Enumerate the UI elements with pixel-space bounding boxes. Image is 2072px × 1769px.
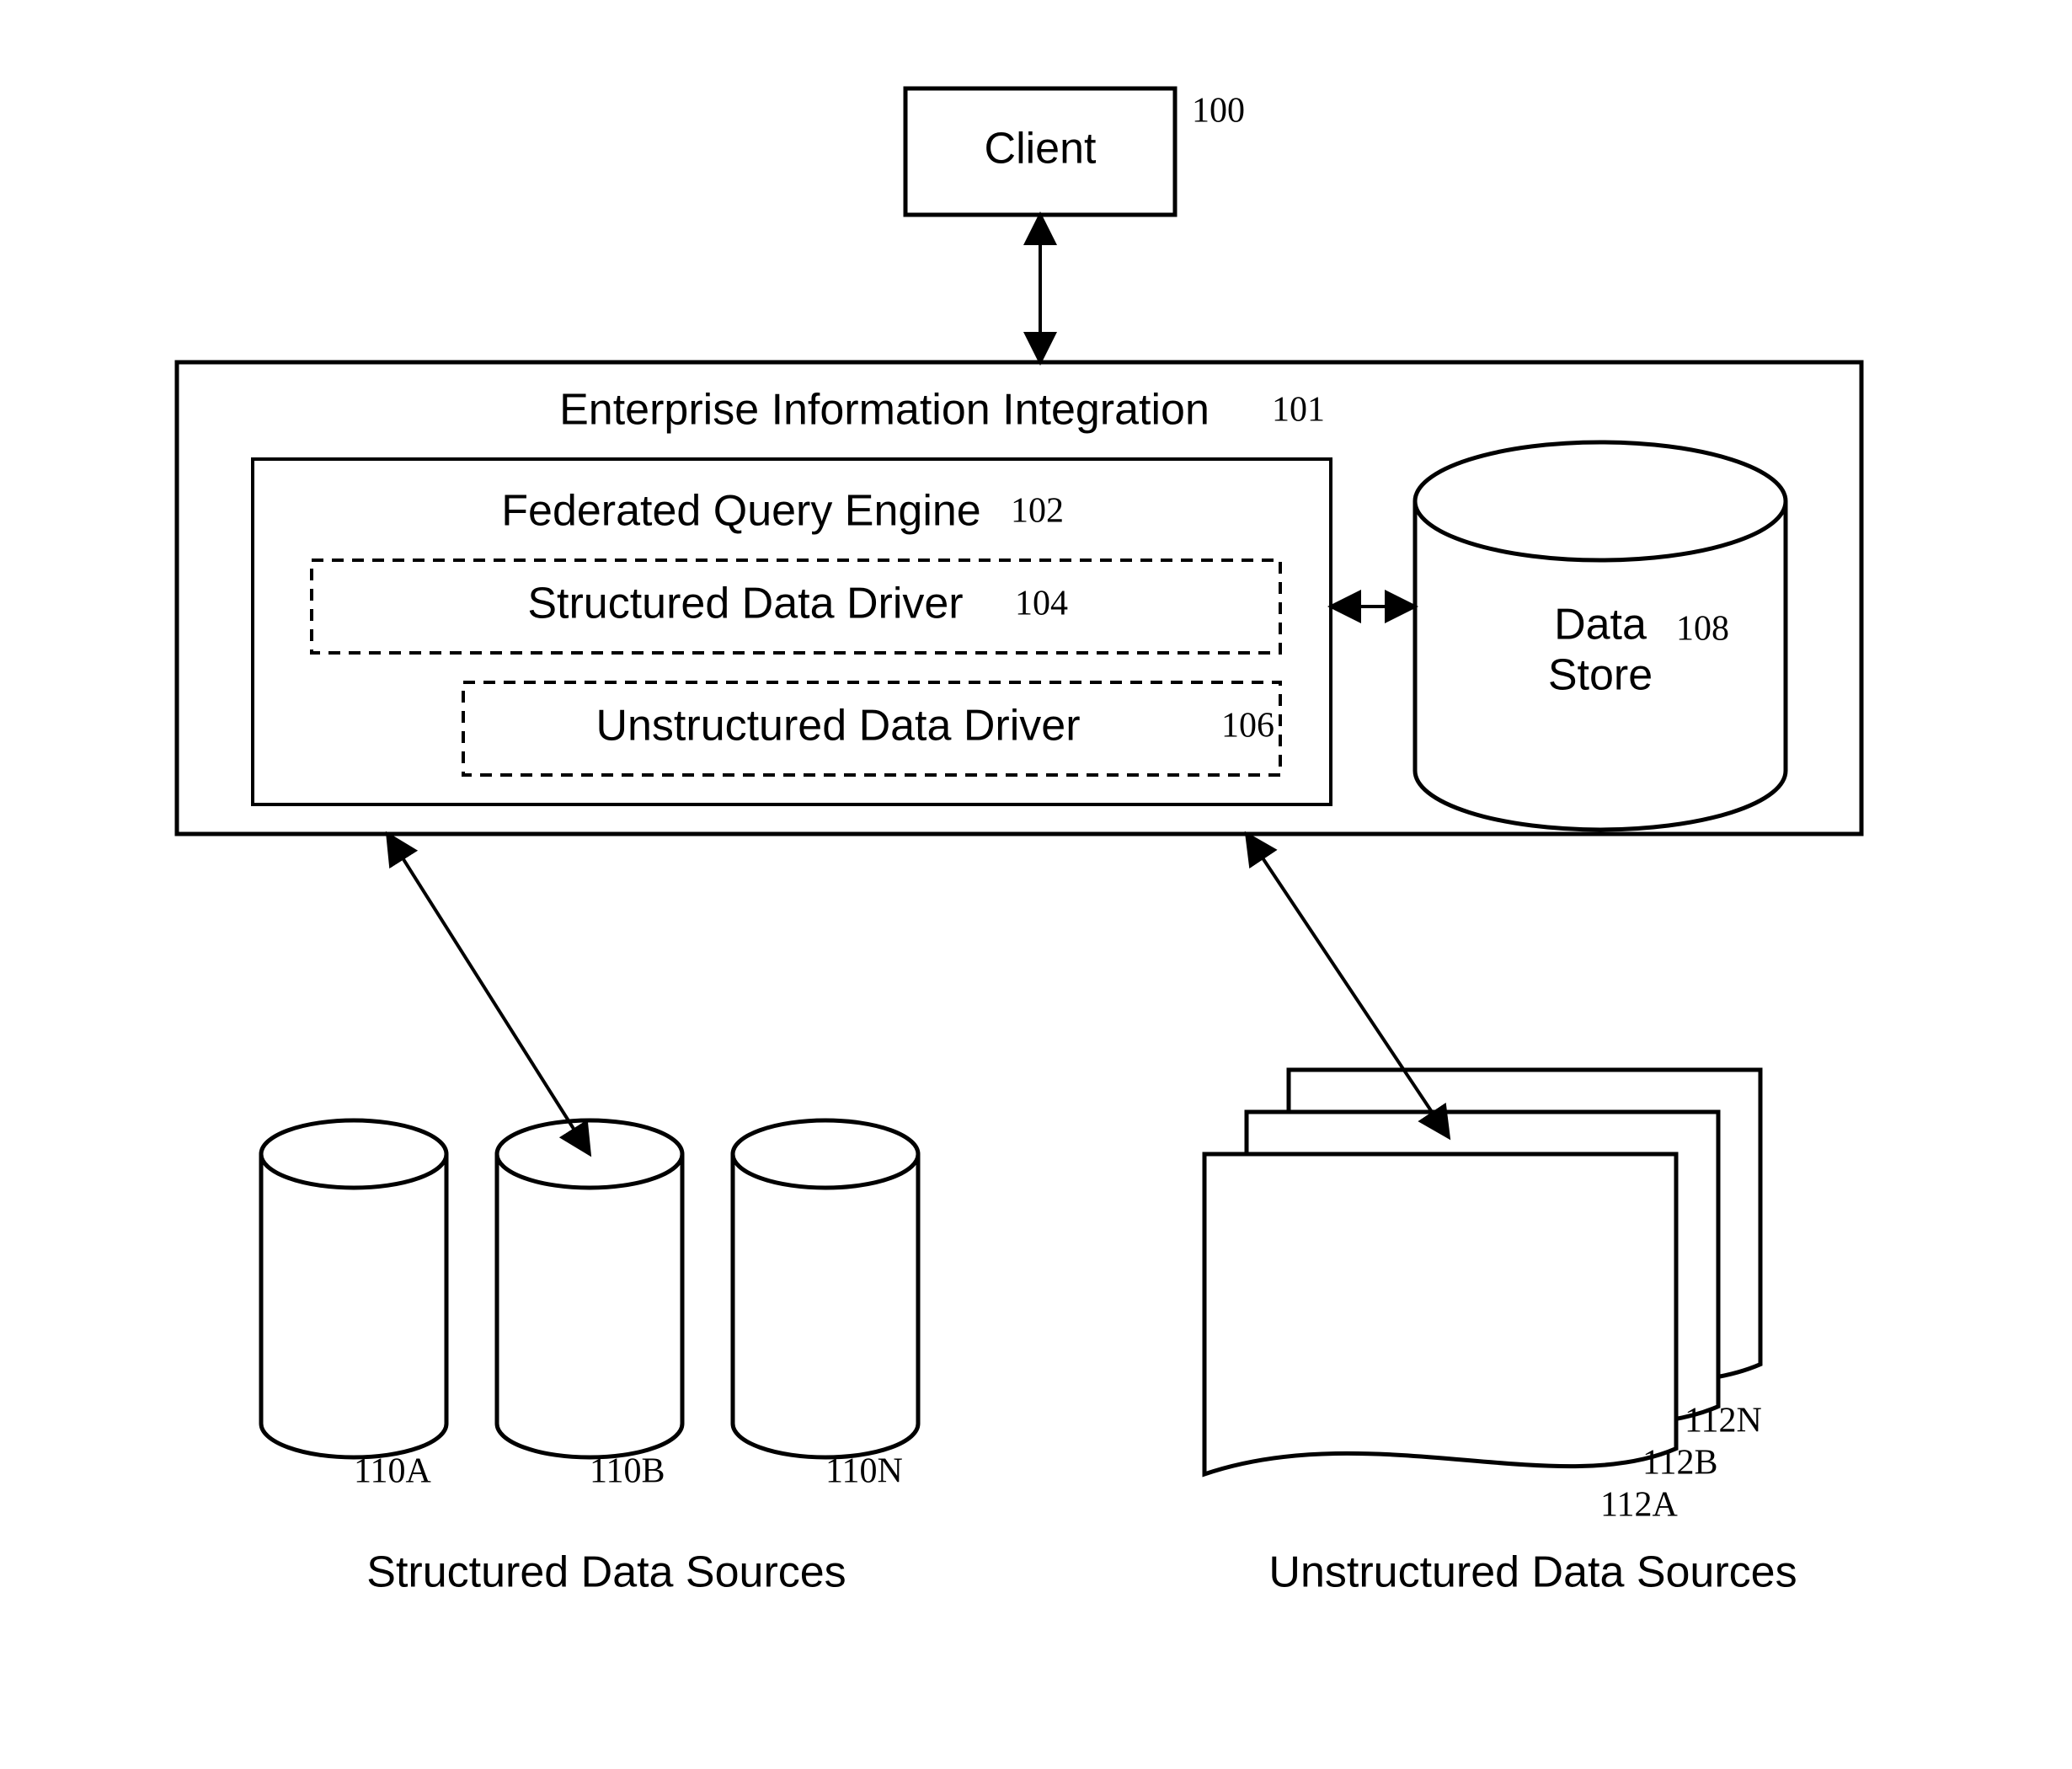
unstructured-docs	[1204, 1070, 1760, 1474]
udd-label: Unstructured Data Driver	[595, 702, 1080, 751]
structured-cyl-1	[497, 1120, 682, 1457]
fqe-label: Federated Query Engine	[501, 487, 980, 536]
fqe-ref: 102	[1011, 492, 1064, 531]
unstructured-caption: Unstructured Data Sources	[1268, 1548, 1797, 1597]
udd-ref: 106	[1221, 707, 1274, 746]
datastore-label1: Data	[1554, 601, 1647, 649]
eii-ref: 101	[1272, 391, 1325, 430]
edge-2	[387, 834, 590, 1154]
datastore-ref: 108	[1676, 610, 1729, 649]
structured-cyl-2	[733, 1120, 918, 1457]
datastore-label2: Store	[1548, 651, 1653, 700]
structured-cyl-ref-0: 110A	[354, 1452, 431, 1491]
structured-cyl-ref-1: 110B	[590, 1452, 665, 1491]
structured-cyl-0	[261, 1120, 446, 1457]
sdd-label: Structured Data Driver	[527, 580, 963, 628]
eii-label: Enterprise Information Integration	[559, 386, 1210, 435]
client-ref: 100	[1192, 92, 1245, 131]
unstructured-doc-ref-2: 112N	[1685, 1402, 1762, 1440]
client-label: Client	[985, 125, 1097, 174]
structured-caption: Structured Data Sources	[366, 1548, 846, 1597]
unstructured-doc-ref-0: 112A	[1600, 1486, 1678, 1525]
unstructured-doc-ref-1: 112B	[1642, 1444, 1717, 1483]
structured-cyl-ref-2: 110N	[825, 1452, 903, 1491]
sdd-ref: 104	[1015, 585, 1068, 623]
